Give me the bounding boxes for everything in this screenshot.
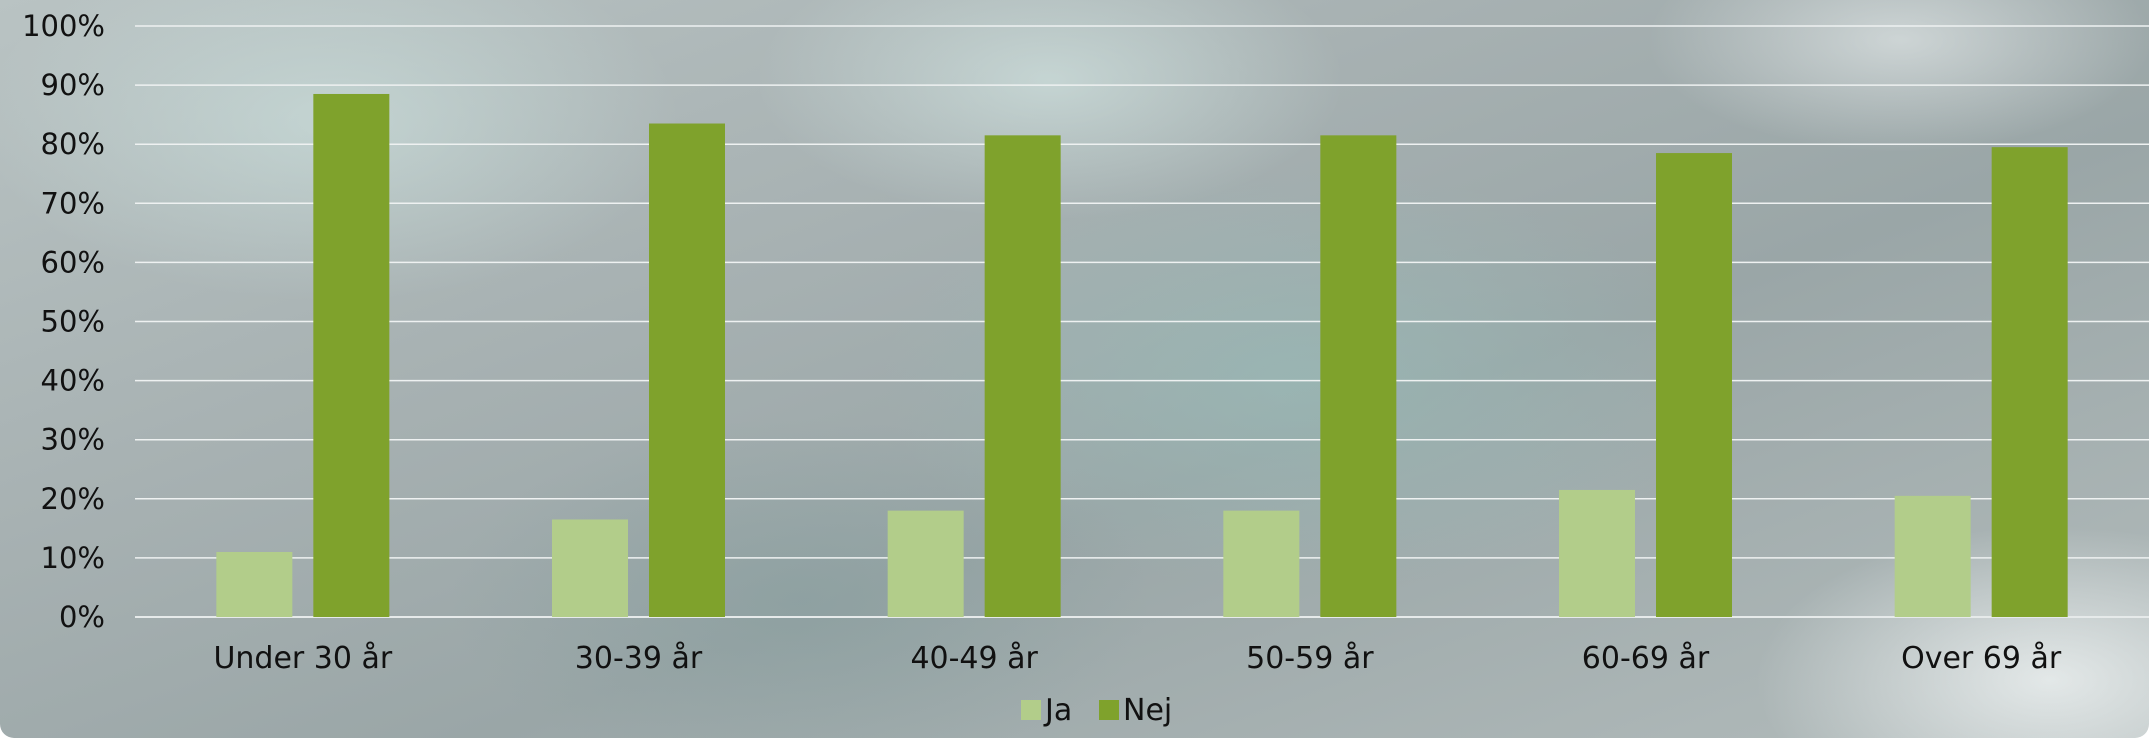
y-tick-label: 50%: [41, 305, 105, 339]
legend-label-ja: Ja: [1043, 693, 1072, 728]
bar-nej: [984, 135, 1061, 617]
x-axis-categories: Under 30 år 30-39 år 40-49 år 50-59 år 60-69…: [213, 641, 2061, 676]
bars: [216, 93, 2068, 618]
bar-nej: [1656, 153, 1732, 617]
x-category-label: 50-59 år: [1246, 641, 1374, 676]
bar-ja: [887, 510, 964, 617]
legend-swatch-nej: [1099, 700, 1119, 720]
y-tick-label: 20%: [41, 482, 105, 516]
y-tick-label: 80%: [41, 127, 105, 161]
bar-ja: [1559, 489, 1635, 617]
y-tick-label: 30%: [41, 423, 105, 457]
x-category-label: 40-49 år: [910, 641, 1038, 676]
y-tick-label: 70%: [41, 186, 105, 220]
x-category-label: Over 69 år: [1901, 641, 2062, 676]
x-category-label: Under 30 år: [213, 641, 392, 676]
legend-label-nej: Nej: [1123, 693, 1172, 728]
gridlines: [135, 25, 2149, 618]
bar-ja: [1223, 510, 1300, 617]
x-category-label: 30-39 år: [575, 641, 703, 676]
y-tick-label: 10%: [41, 541, 105, 575]
bar-nej: [1320, 135, 1397, 617]
y-tick-label: 40%: [41, 364, 105, 398]
y-tick-label: 60%: [41, 245, 105, 279]
y-axis-ticks: 0% 10% 20% 30% 40% 50% 60% 70% 80% 90% 100%: [22, 9, 105, 634]
legend: Ja Nej: [1021, 693, 1172, 728]
bar-nej: [1991, 147, 2068, 617]
legend-swatch-ja: [1021, 700, 1041, 720]
y-tick-label: 90%: [41, 68, 105, 102]
bar-nej: [313, 93, 390, 618]
bar-nej: [649, 123, 725, 617]
x-category-label: 60-69 år: [1582, 641, 1710, 676]
bar-ja: [216, 551, 293, 617]
bar-ja: [1894, 495, 1971, 617]
y-tick-label: 0%: [59, 600, 105, 634]
bar-ja: [552, 519, 628, 617]
y-tick-label: 100%: [22, 9, 105, 43]
